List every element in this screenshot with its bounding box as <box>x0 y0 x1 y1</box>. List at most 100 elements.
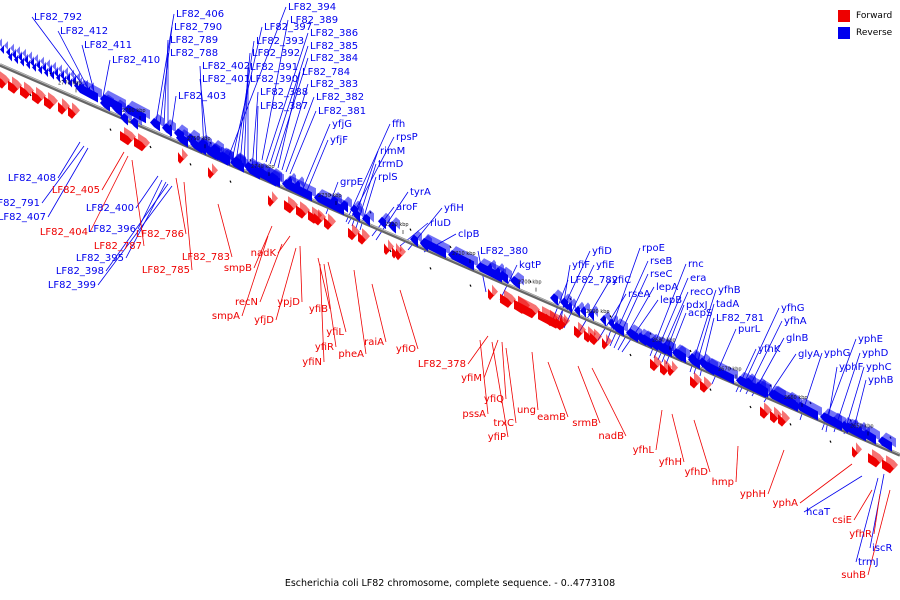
label-connector <box>299 245 303 303</box>
label-connector <box>767 449 785 495</box>
reverse-gene-label-above: rplS <box>378 172 398 183</box>
forward-gene-label: smpA <box>212 311 240 322</box>
label-connector <box>277 71 301 169</box>
label-connector <box>105 183 169 272</box>
reverse-gene-label-above: LF82_382 <box>316 92 364 103</box>
forward-gene-0-4 <box>44 92 58 110</box>
label-connector <box>399 289 419 350</box>
reverse-gene-label-above: LF82_393 <box>256 36 304 47</box>
label-connector <box>531 351 539 411</box>
reverse-gene-29-2 <box>784 391 800 410</box>
chromosome-backbone <box>0 63 900 457</box>
reverse-gene-15-0 <box>410 230 422 248</box>
forward-gene-label: LF82_404 <box>40 227 88 238</box>
reverse-gene-label-below: LF82_400 <box>86 203 134 214</box>
legend-reverse: Reverse <box>838 26 892 40</box>
forward-gene-0-2 <box>20 81 34 99</box>
reverse-gene-label-above: glyA <box>798 349 820 360</box>
reverse-gene-label-above: LF82_384 <box>310 53 358 64</box>
forward-gene-label: ung <box>517 405 536 416</box>
reverse-gene-12-1 <box>340 196 352 213</box>
forward-gene-label: LF82_786 <box>136 229 184 240</box>
forward-swatch <box>838 10 850 22</box>
gap-marker <box>409 228 412 231</box>
label-connector <box>319 263 325 363</box>
forward-gene-label: pheA <box>338 349 364 360</box>
reverse-gene-label-above: yphB <box>868 375 894 386</box>
forward-gene-label: ypjD <box>277 297 300 308</box>
label-connector <box>323 263 337 348</box>
reverse-gene-16-0 <box>420 234 450 259</box>
label-connector <box>57 141 81 179</box>
forward-gene-3-0 <box>178 148 188 164</box>
label-connector <box>591 367 627 437</box>
label-connector <box>101 59 111 103</box>
gene-arrows <box>0 38 898 474</box>
reverse-gene-23-0 <box>612 318 628 337</box>
gene-labels: LF82_792 LF82_412 LF82_411 LF82_410 LF82_406… <box>0 2 894 581</box>
reverse-gene-label-below: LF82_791 <box>0 198 40 209</box>
reverse-gene-label-above: yfiE <box>596 260 615 271</box>
reverse-gene-1-8 <box>56 69 64 84</box>
reverse-gene-24-0 <box>636 328 650 346</box>
gap-marker <box>609 315 612 318</box>
forward-gene-label: yfiL <box>326 327 344 338</box>
reverse-gene-label-above: aroF <box>396 202 418 213</box>
reverse-gene-0-2 <box>6 43 14 59</box>
scale-tick-label: 2770 kbp <box>58 80 82 86</box>
forward-gene-2-0 <box>120 127 136 146</box>
forward-gene-15-0 <box>560 313 570 330</box>
reverse-gene-31-0 <box>830 412 842 430</box>
forward-gene-label: srmB <box>572 418 598 429</box>
scale-tick-label: 2680 kbp <box>652 338 676 344</box>
reverse-gene-label-above: tadA <box>716 299 739 310</box>
forward-gene-label: yphA <box>773 498 799 509</box>
reverse-gene-label-above: LF82_392 <box>252 48 300 59</box>
label-connector <box>869 473 885 549</box>
scale-tick-label: 2750 kbp <box>187 136 211 142</box>
forward-gene-label: eamB <box>537 412 566 423</box>
reverse-gene-28-0 <box>744 373 756 390</box>
reverse-gene-16-1 <box>448 246 478 271</box>
label-connector <box>163 39 169 127</box>
forward-gene-label: yfhH <box>659 457 682 468</box>
reverse-gene-label-above: LF82_389 <box>290 15 338 26</box>
reverse-gene-label-below: trmJ <box>858 557 879 568</box>
label-connector <box>241 235 269 317</box>
forward-gene-8-1 <box>358 228 370 245</box>
label-connector <box>135 175 159 209</box>
label-connector <box>289 110 317 175</box>
label-connector <box>131 159 145 247</box>
scale-tick-label: 2650 kbp <box>850 424 874 430</box>
reverse-gene-18-0 <box>498 266 512 285</box>
label-connector <box>505 347 517 424</box>
gap-marker <box>629 353 632 357</box>
forward-gene-13-0 <box>514 295 540 319</box>
reverse-gene-label-above: LF82_788 <box>170 48 218 59</box>
label-connector <box>353 269 367 355</box>
forward-gene-label: yfiQ <box>484 394 504 405</box>
reverse-gene-label-above: yfjF <box>330 135 348 146</box>
forward-gene-1-1 <box>68 102 80 119</box>
forward-gene-label: raiA <box>364 337 384 348</box>
reverse-gene-30-0 <box>796 397 822 421</box>
reverse-gene-label-above: yphE <box>858 334 883 345</box>
forward-gene-0-0 <box>0 71 10 89</box>
forward-gene-0-1 <box>8 76 22 94</box>
reverse-gene-label-above: LF82_390 <box>250 74 298 85</box>
reverse-gene-label-above: yfhB <box>718 285 741 296</box>
scale-tick-label: 2720 kbp <box>385 222 409 228</box>
reverse-gene-11-1 <box>294 176 304 192</box>
reverse-gene-0-0 <box>0 38 2 50</box>
reverse-gene-8-0 <box>214 146 232 166</box>
reverse-gene-label-above: LF82_381 <box>318 106 366 117</box>
label-connector <box>613 273 649 349</box>
scale-tick-label: 2710 kbp <box>452 251 476 257</box>
forward-gene-6-0 <box>284 196 298 214</box>
forward-gene-label: LF82_783 <box>182 252 230 263</box>
forward-gene-label: yfiR <box>315 342 334 353</box>
label-connector <box>175 177 187 235</box>
reverse-gene-21-1 <box>588 305 598 322</box>
reverse-gene-24-1 <box>648 333 662 352</box>
